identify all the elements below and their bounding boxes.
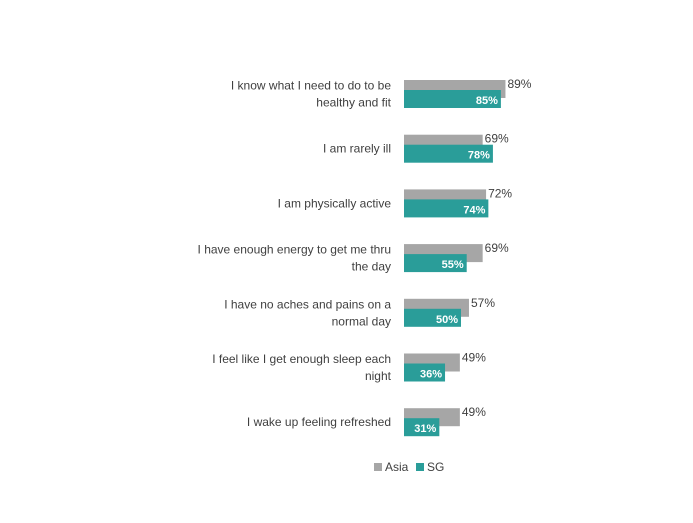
data-label-asia: 49%: [462, 351, 486, 365]
bar-sg: [404, 308, 461, 327]
category-label: I am rarely ill: [323, 142, 391, 156]
data-label-asia: 69%: [485, 241, 509, 255]
legend-label-asia: Asia: [385, 460, 409, 474]
category-label: I know what I need to do to be: [231, 79, 391, 93]
legend-swatch-sg: [416, 463, 424, 471]
data-label-asia: 72%: [488, 186, 512, 200]
bar-sg: [404, 254, 467, 273]
category-label: I am physically active: [278, 196, 392, 210]
bar-sg: [404, 144, 493, 163]
data-label-sg: 74%: [463, 204, 485, 216]
category-label: I have enough energy to get me thru: [198, 243, 391, 257]
category-label: I have no aches and pains on a: [224, 297, 391, 311]
category-label: healthy and fit: [316, 96, 391, 110]
bar-sg: [404, 199, 489, 218]
legend-swatch-asia: [374, 463, 382, 471]
category-label: I feel like I get enough sleep each: [212, 352, 391, 366]
category-label: night: [365, 369, 392, 383]
category-label: I wake up feeling refreshed: [247, 415, 391, 429]
data-label-asia: 89%: [507, 77, 531, 91]
data-label-sg: 50%: [436, 314, 458, 326]
data-label-asia: 57%: [471, 296, 495, 310]
category-label: normal day: [332, 314, 391, 328]
data-label-sg: 78%: [468, 150, 490, 162]
bar-sg: [404, 90, 501, 108]
category-label: the day: [352, 260, 391, 274]
bar-sg: [404, 418, 440, 437]
data-label-asia: 49%: [462, 405, 486, 419]
data-label-sg: 55%: [442, 259, 464, 271]
data-label-sg: 36%: [420, 369, 442, 381]
data-label-sg: 85%: [476, 95, 498, 107]
legend-label-sg: SG: [427, 460, 444, 474]
bar-sg: [404, 363, 446, 382]
data-label-asia: 69%: [485, 132, 509, 146]
data-label-sg: 31%: [414, 423, 436, 435]
